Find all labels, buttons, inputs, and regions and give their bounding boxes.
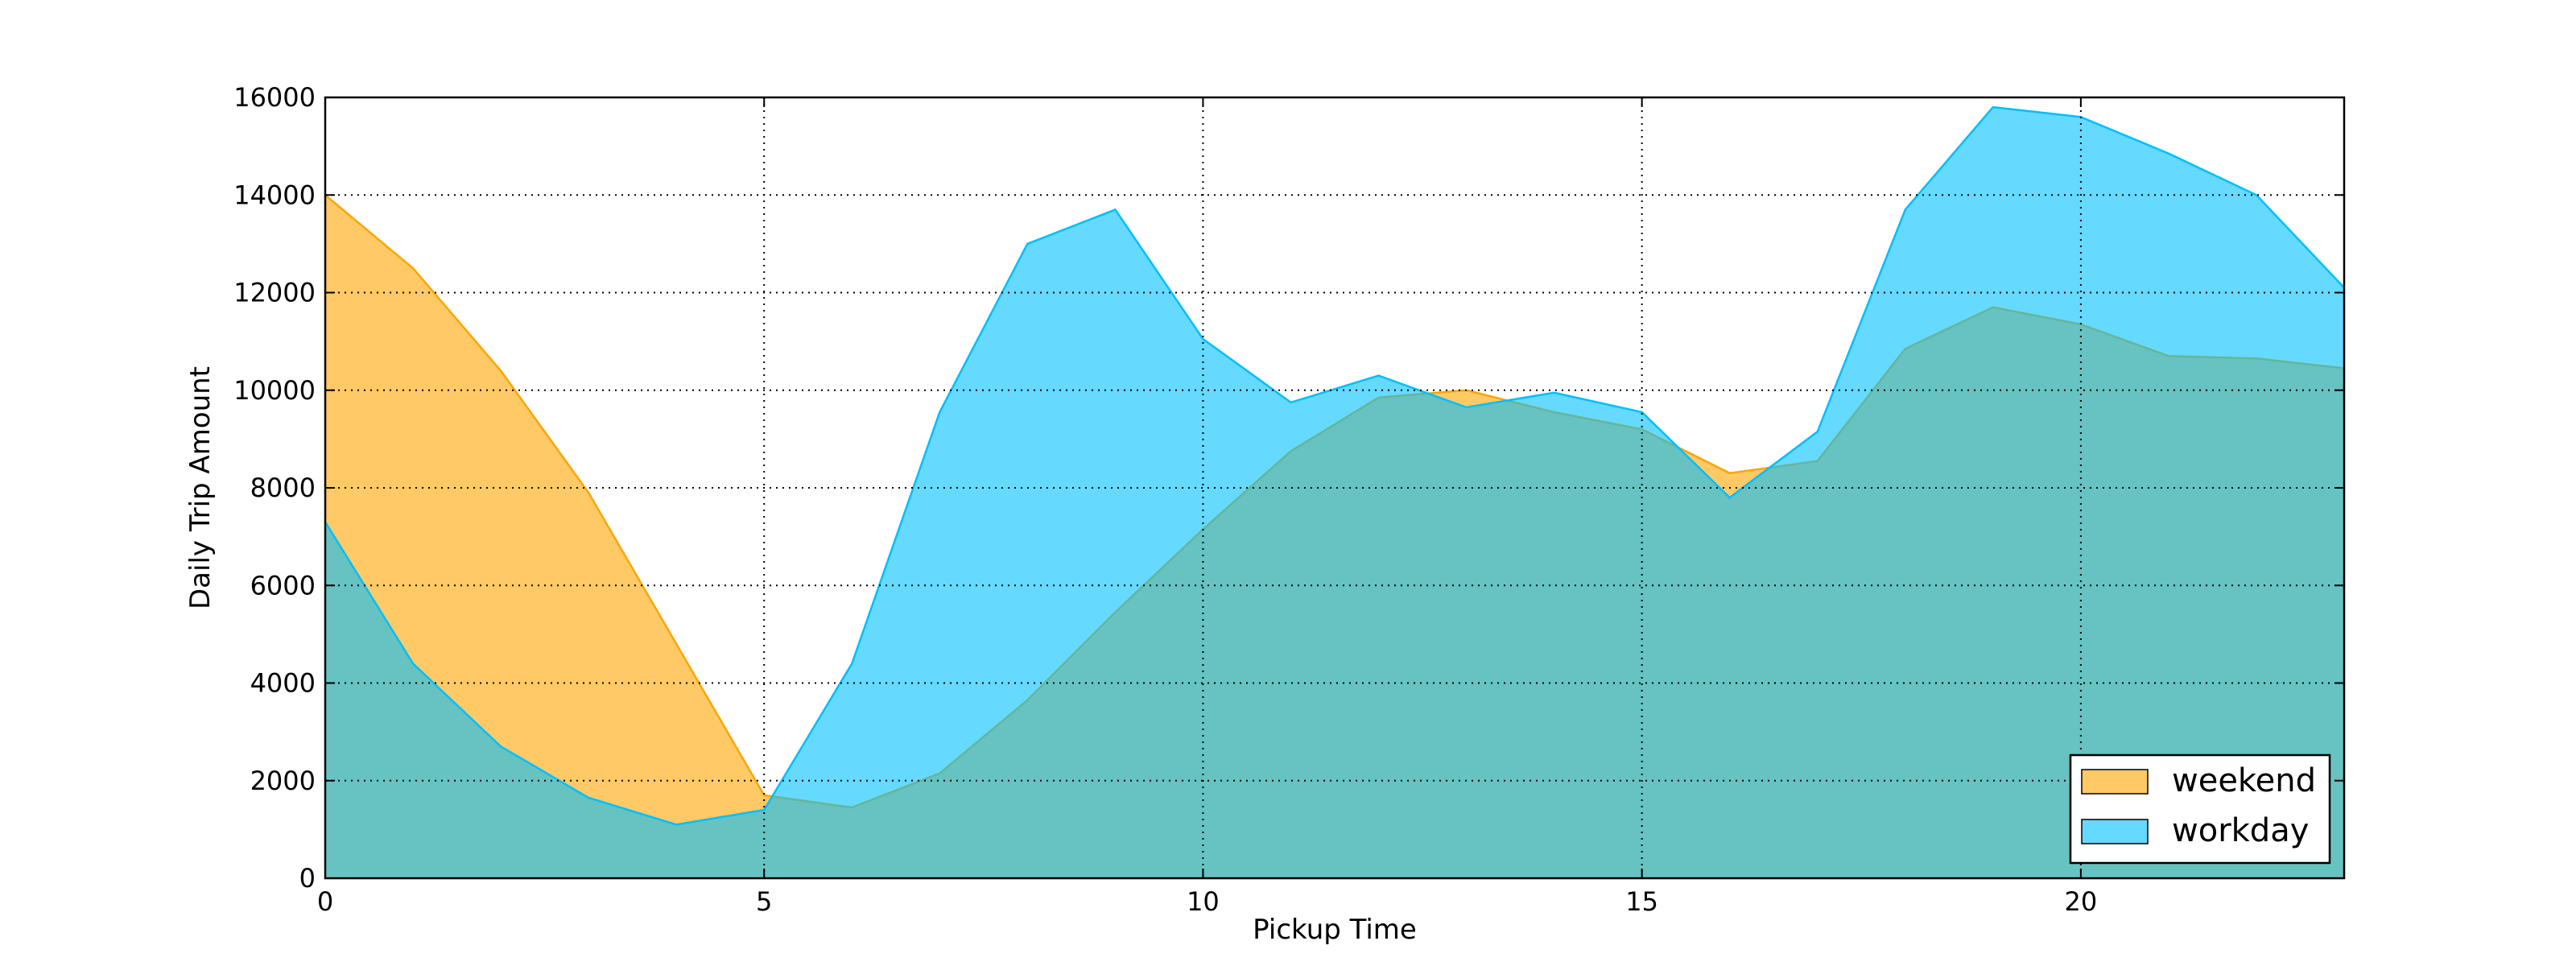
x-tick-label: 10 bbox=[1187, 886, 1220, 917]
point-workday bbox=[411, 662, 415, 665]
point-workday bbox=[1026, 242, 1029, 246]
point-weekend bbox=[499, 369, 502, 373]
point-weekend bbox=[1728, 472, 1732, 475]
point-workday bbox=[1201, 337, 1204, 341]
y-tick-label: 14000 bbox=[233, 180, 316, 210]
y-tick-label: 2000 bbox=[250, 766, 316, 796]
point-workday bbox=[1728, 496, 1732, 499]
y-tick-label: 0 bbox=[299, 863, 316, 894]
x-axis-label: Pickup Time bbox=[1253, 914, 1417, 946]
point-workday bbox=[1290, 401, 1293, 404]
point-workday bbox=[850, 662, 853, 665]
x-tick-label: 5 bbox=[756, 886, 772, 917]
point-workday bbox=[2167, 152, 2170, 155]
point-workday bbox=[762, 808, 766, 811]
point-workday bbox=[587, 796, 590, 799]
point-workday bbox=[1465, 406, 1468, 409]
legend-label-workday: workday bbox=[2172, 812, 2309, 849]
y-tick-label: 6000 bbox=[250, 570, 316, 601]
x-tick-label: 20 bbox=[2065, 886, 2098, 917]
point-workday bbox=[1992, 105, 1995, 109]
legend-swatch-workday bbox=[2081, 819, 2149, 844]
y-tick-label: 12000 bbox=[233, 278, 316, 308]
y-tick-label: 10000 bbox=[233, 375, 316, 406]
legend-label-weekend: weekend bbox=[2172, 762, 2316, 799]
point-workday bbox=[1377, 374, 1381, 378]
point-weekend bbox=[675, 642, 678, 646]
area-workday bbox=[325, 107, 2344, 879]
point-workday bbox=[1553, 391, 1556, 394]
plot-area: 0 5 10 15 20 0 2000 4000 6000 8000 10000 12000 14000… bbox=[233, 82, 2346, 917]
y-tick-label: 4000 bbox=[250, 668, 316, 699]
point-workday bbox=[1816, 430, 1819, 433]
x-tick-label: 0 bbox=[317, 886, 333, 917]
legend: weekend workday bbox=[2069, 753, 2331, 865]
y-tick-label: 16000 bbox=[233, 82, 316, 113]
point-workday bbox=[938, 411, 941, 414]
point-workday bbox=[1113, 208, 1117, 211]
point-workday bbox=[1904, 208, 1907, 211]
y-axis-label: Daily Trip Amount bbox=[184, 366, 217, 609]
y-tick-label: 8000 bbox=[250, 473, 316, 503]
point-workday bbox=[675, 823, 678, 826]
x-tick-label: 15 bbox=[1625, 886, 1658, 917]
legend-swatch-weekend bbox=[2081, 769, 2149, 795]
point-weekend bbox=[411, 266, 415, 270]
line-workday bbox=[324, 105, 2345, 826]
point-weekend bbox=[587, 491, 590, 494]
point-workday bbox=[499, 745, 502, 748]
